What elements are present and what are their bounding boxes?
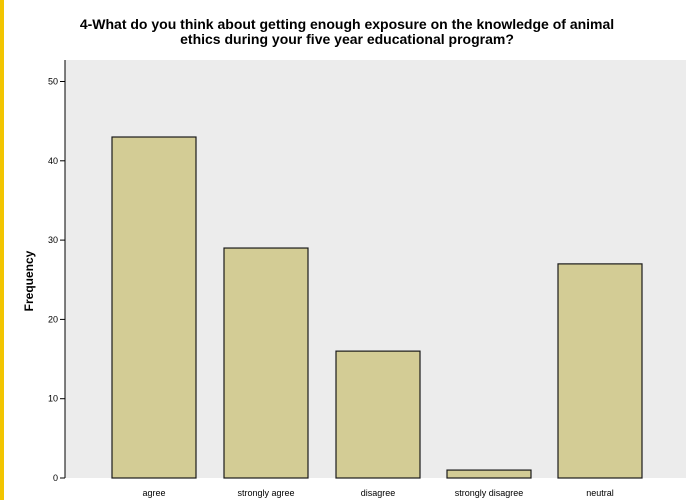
y-tick-label: 20 [48, 314, 58, 324]
x-tick-label: agree [142, 488, 165, 498]
y-tick-label: 10 [48, 394, 58, 404]
bar-neutral [557, 263, 643, 479]
left-accent-bar [0, 0, 4, 500]
x-tick-label: strongly agree [237, 488, 294, 498]
x-tick-label: strongly disagree [455, 488, 524, 498]
bar-agree [111, 136, 197, 479]
y-tick-label: 40 [48, 156, 58, 166]
chart-title: 4-What do you think about getting enough… [79, 16, 615, 47]
x-tick-label: neutral [586, 488, 614, 498]
y-tick-label: 30 [48, 235, 58, 245]
bar-disagree [335, 350, 421, 479]
bar-strongly-disagree [446, 469, 532, 479]
bars [111, 136, 643, 479]
y-tick-label: 50 [48, 77, 58, 87]
y-axis: 0 10 20 30 40 50 [48, 60, 66, 483]
x-tick-label: disagree [361, 488, 396, 498]
bar-strongly-agree [223, 247, 309, 479]
y-axis-label: Frequency [22, 250, 36, 311]
y-tick-label: 0 [53, 473, 58, 483]
x-axis-labels: agree strongly agree disagree strongly disa… [142, 488, 613, 498]
